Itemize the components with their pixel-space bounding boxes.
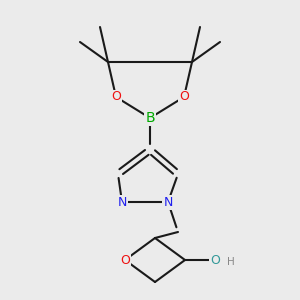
Text: O: O: [120, 254, 130, 266]
Text: N: N: [117, 196, 127, 208]
Text: H: H: [227, 257, 235, 267]
Text: O: O: [179, 91, 189, 103]
Text: N: N: [163, 196, 173, 208]
Text: O: O: [111, 91, 121, 103]
Text: B: B: [145, 111, 155, 125]
Text: O: O: [210, 254, 220, 266]
